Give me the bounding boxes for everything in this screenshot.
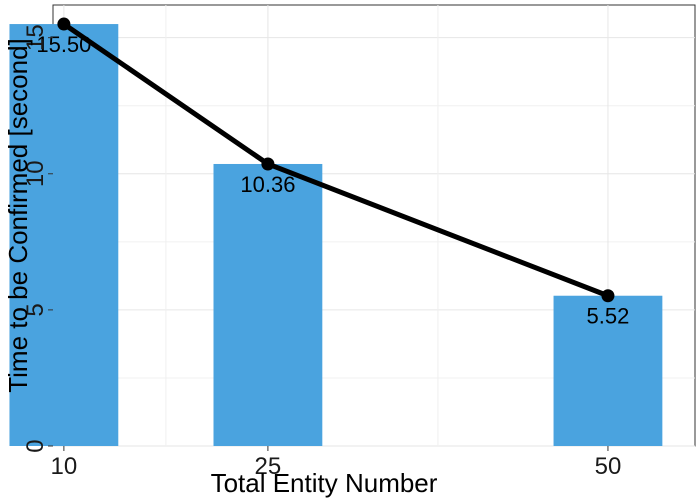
- y-tick-label: 10: [22, 160, 49, 187]
- data-labels: 15.50 10.36 5.52: [36, 32, 629, 329]
- y-tick-label: 15: [22, 24, 49, 51]
- bars: [9, 24, 663, 447]
- data-point: [601, 289, 615, 303]
- x-tick-label: 10: [51, 453, 78, 480]
- y-tick-label: 5: [22, 303, 49, 316]
- data-label: 10.36: [240, 172, 295, 197]
- y-axis-ticks: 0 5 10 15: [22, 24, 53, 453]
- x-axis-title: Total Entity Number: [211, 468, 438, 498]
- bar: [9, 24, 119, 447]
- y-axis-title: Time to be Confirmed [second]: [3, 38, 33, 393]
- x-axis-ticks: 10 25 50: [51, 446, 622, 480]
- data-point: [57, 17, 71, 31]
- data-label: 15.50: [36, 32, 91, 57]
- y-tick-label: 0: [22, 439, 49, 452]
- bar: [553, 295, 663, 446]
- data-label: 5.52: [587, 304, 630, 329]
- line-series: [57, 17, 615, 303]
- bar: [213, 163, 323, 446]
- x-tick-label: 25: [255, 453, 282, 480]
- data-point: [261, 157, 275, 171]
- x-tick-label: 50: [595, 453, 622, 480]
